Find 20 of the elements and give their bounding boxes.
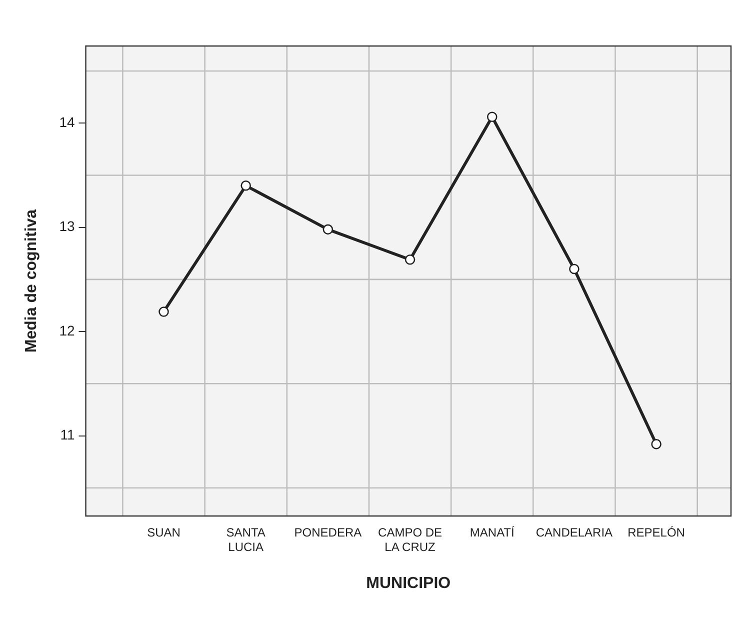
y-tick-label: 12 (59, 322, 75, 338)
point (569, 264, 580, 274)
x-tick-label: PONEDERA (294, 526, 362, 540)
x-axis-title: MUNICIPIO (366, 574, 451, 592)
y-tick-label: 13 (59, 218, 75, 234)
point (651, 438, 662, 450)
x-tick-label: CANDELARIA (536, 526, 613, 540)
x-tick-label: CAMPO DE LA CRUZ (378, 526, 442, 554)
point (404, 254, 416, 265)
point (486, 112, 498, 122)
y-axis-title: Media de cognitiva (23, 209, 40, 353)
x-tick-label: MANATÍ (470, 526, 515, 540)
point (322, 224, 334, 235)
point (240, 180, 251, 191)
x-tick-label: SANTA LUCIA (226, 526, 266, 554)
y-tick-label: 14 (59, 114, 75, 130)
point (158, 306, 169, 317)
x-tick-label: REPELÓN (628, 526, 685, 540)
x-tick-label: SUAN (147, 526, 180, 540)
y-tick-label: 11 (60, 426, 75, 443)
